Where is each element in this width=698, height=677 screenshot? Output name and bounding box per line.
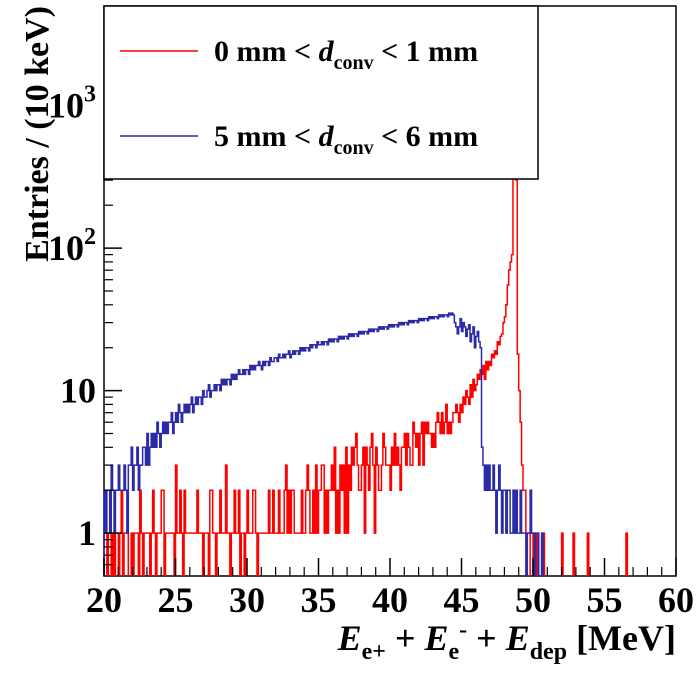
y-axis-title: Entries / (10 keV) — [19, 6, 56, 262]
legend-label-series-1-pre: 0 mm < — [214, 35, 319, 68]
legend-label-series-1: 0 mm < dconv < 1 mm — [214, 35, 478, 74]
x-axis: 20 25 30 35 40 45 50 55 60 — [86, 558, 694, 620]
y-axis: 1 10 102 103 — [48, 19, 122, 566]
y-tick-label-100: 102 — [48, 224, 96, 268]
x-tick-label-40: 40 — [372, 580, 408, 620]
x-title-e2: E — [424, 618, 449, 658]
x-tick-label-60: 60 — [658, 580, 694, 620]
series-layer — [103, 41, 629, 576]
legend-label-series-2-post: < 6 mm — [374, 120, 479, 153]
x-title-plus2: + — [467, 618, 506, 658]
x-tick-label-55: 55 — [587, 580, 623, 620]
x-title-plus1: + — [386, 618, 425, 658]
y-tick-label-10: 10 — [60, 371, 96, 411]
y-tick-label-1000: 103 — [48, 82, 96, 126]
y-tick-label-1: 1 — [78, 513, 96, 553]
x-title-sub3: dep — [530, 639, 567, 665]
legend: 0 mm < dconv < 1 mm 5 mm < dconv < 6 mm — [103, 5, 539, 180]
x-title-sup2: - — [459, 617, 467, 643]
series-2-line — [103, 312, 544, 576]
legend-label-series-2: 5 mm < dconv < 6 mm — [214, 120, 478, 159]
x-tick-label-45: 45 — [444, 580, 480, 620]
legend-label-series-1-sub: conv — [334, 52, 374, 74]
x-title-unit: [MeV] — [567, 618, 676, 658]
x-title-sub1: e+ — [362, 639, 386, 665]
x-title-e1: E — [337, 618, 362, 658]
legend-label-series-2-sub: conv — [334, 137, 374, 159]
legend-box — [103, 5, 539, 180]
x-tick-label-20: 20 — [86, 580, 122, 620]
x-tick-label-35: 35 — [301, 580, 337, 620]
x-title-e3: E — [505, 618, 530, 658]
x-tick-label-30: 30 — [229, 580, 265, 620]
legend-label-series-2-pre: 5 mm < — [214, 120, 319, 153]
x-title-sub2: e — [449, 639, 460, 665]
x-tick-label-50: 50 — [515, 580, 551, 620]
legend-label-series-1-post: < 1 mm — [374, 35, 479, 68]
legend-label-series-2-var: d — [319, 120, 335, 153]
legend-label-series-1-var: d — [319, 35, 335, 68]
x-axis-title: Ee+ + Ee- + Edep [MeV] — [337, 617, 676, 665]
x-tick-label-25: 25 — [158, 580, 194, 620]
